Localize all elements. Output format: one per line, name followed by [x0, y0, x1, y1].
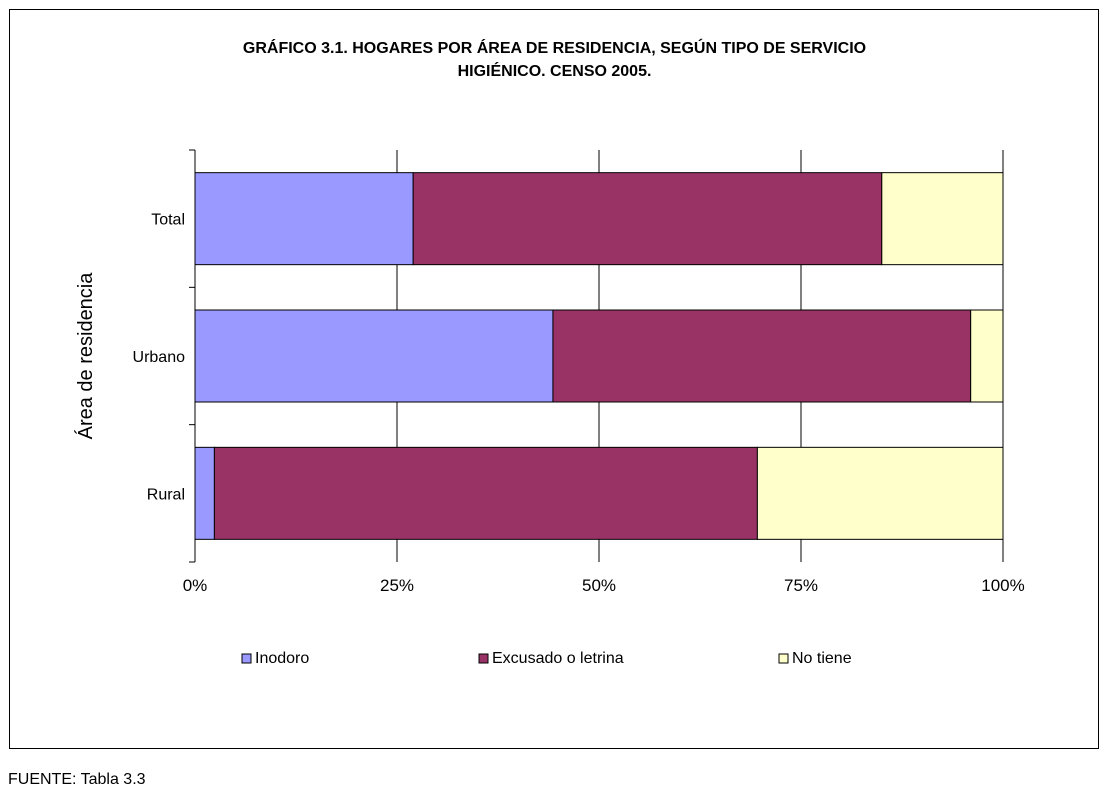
legend-swatch: [478, 653, 489, 664]
bar-total-no-tiene: [881, 172, 1004, 266]
x-tick-label: 100%: [981, 576, 1024, 595]
bar-rural-no-tiene: [756, 446, 1004, 540]
legend-label: Excusado o letrina: [492, 650, 624, 667]
y-tick-label: Total: [151, 212, 185, 229]
bar-urbano-excusado-o-letrina: [552, 309, 972, 403]
bar-rural-excusado-o-letrina: [213, 446, 758, 540]
bar-urbano-no-tiene: [970, 309, 1004, 403]
chart-title-line-2: HIGIÉNICO. CENSO 2005.: [457, 63, 652, 80]
y-axis-title: Área de residencia: [74, 272, 97, 440]
x-tick-label: 75%: [784, 576, 818, 595]
y-tick-label: Urbano: [133, 349, 186, 366]
bar-urbano-inodoro: [194, 309, 554, 403]
legend-label: Inodoro: [255, 650, 309, 667]
chart-title: GRÁFICO 3.1. HOGARES POR ÁREA DE RESIDEN…: [0, 37, 1109, 83]
x-tick-label: 25%: [380, 576, 414, 595]
bar-total-inodoro: [194, 172, 414, 266]
chart-title-line-1: GRÁFICO 3.1. HOGARES POR ÁREA DE RESIDEN…: [242, 40, 867, 57]
bar-rural-inodoro: [194, 446, 215, 540]
x-tick-label: 0%: [183, 576, 208, 595]
source-note: FUENTE: Tabla 3.3: [8, 771, 146, 788]
bar-total-excusado-o-letrina: [412, 172, 883, 266]
y-tick-label: Rural: [147, 486, 185, 503]
legend-swatch: [778, 653, 789, 664]
x-tick-label: 50%: [582, 576, 616, 595]
legend-swatch: [241, 653, 252, 664]
legend-label: No tiene: [792, 650, 852, 667]
